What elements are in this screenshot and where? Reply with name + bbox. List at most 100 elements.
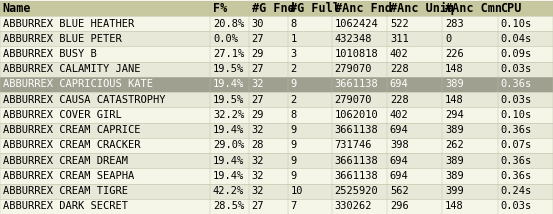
Bar [0, 92, 553, 107]
Text: 7: 7 [290, 201, 296, 211]
Text: 19.5%: 19.5% [213, 95, 244, 105]
Text: 262: 262 [445, 140, 464, 150]
Bar [0, 168, 553, 184]
Text: 9: 9 [290, 140, 296, 150]
Text: 0.04s: 0.04s [500, 34, 532, 44]
Text: 29: 29 [252, 49, 264, 59]
Text: ABBURREX CREAM DREAM: ABBURREX CREAM DREAM [3, 156, 128, 166]
Bar [0, 77, 553, 92]
Text: 148: 148 [445, 64, 464, 74]
Text: ABBURREX BLUE PETER: ABBURREX BLUE PETER [3, 34, 122, 44]
Text: ABBURREX CREAM TIGRE: ABBURREX CREAM TIGRE [3, 186, 128, 196]
Text: 562: 562 [390, 186, 409, 196]
Text: 0.36s: 0.36s [500, 171, 532, 181]
Bar [0, 123, 553, 138]
Text: 1: 1 [290, 34, 296, 44]
Text: 279070: 279070 [335, 64, 372, 74]
Text: 389: 389 [445, 125, 464, 135]
Text: ABBURREX CAUSA CATASTROPHY: ABBURREX CAUSA CATASTROPHY [3, 95, 165, 105]
Bar [0, 199, 553, 214]
Text: 27: 27 [252, 64, 264, 74]
Text: 19.4%: 19.4% [213, 156, 244, 166]
Text: 0.36s: 0.36s [500, 79, 532, 89]
Text: #G Full: #G Full [290, 2, 340, 15]
Text: ABBURREX BUSY B: ABBURREX BUSY B [3, 49, 97, 59]
Text: 0.36s: 0.36s [500, 125, 532, 135]
Text: 0.09s: 0.09s [500, 49, 532, 59]
Text: 19.4%: 19.4% [213, 171, 244, 181]
Text: 283: 283 [445, 19, 464, 28]
Text: 330262: 330262 [335, 201, 372, 211]
Text: 3661138: 3661138 [335, 125, 378, 135]
Text: 0.03s: 0.03s [500, 201, 532, 211]
Bar [0, 184, 553, 199]
Text: 32: 32 [252, 125, 264, 135]
Text: 3661138: 3661138 [335, 156, 378, 166]
Bar [0, 16, 553, 31]
Text: 694: 694 [390, 156, 409, 166]
Text: 28: 28 [252, 140, 264, 150]
Text: 148: 148 [445, 95, 464, 105]
Text: 228: 228 [390, 95, 409, 105]
Text: F%: F% [213, 2, 227, 15]
Text: 27: 27 [252, 34, 264, 44]
Text: 389: 389 [445, 156, 464, 166]
Text: 228: 228 [390, 64, 409, 74]
Text: ABBURREX BLUE HEATHER: ABBURREX BLUE HEATHER [3, 19, 134, 28]
Bar [0, 62, 553, 77]
Text: 0.36s: 0.36s [500, 156, 532, 166]
Text: 30: 30 [252, 19, 264, 28]
Bar [0, 46, 553, 62]
Text: 32: 32 [252, 79, 264, 89]
Text: 0.10s: 0.10s [500, 19, 532, 28]
Text: 27.1%: 27.1% [213, 49, 244, 59]
Text: 731746: 731746 [335, 140, 372, 150]
Text: 694: 694 [390, 79, 409, 89]
Text: 0.03s: 0.03s [500, 64, 532, 74]
Text: 32: 32 [252, 156, 264, 166]
Text: 279070: 279070 [335, 95, 372, 105]
Text: 3661138: 3661138 [335, 79, 378, 89]
Text: 8: 8 [290, 19, 296, 28]
Text: 296: 296 [390, 201, 409, 211]
Text: 42.2%: 42.2% [213, 186, 244, 196]
Text: 226: 226 [445, 49, 464, 59]
Text: 402: 402 [390, 49, 409, 59]
Text: ABBURREX DARK SECRET: ABBURREX DARK SECRET [3, 201, 128, 211]
Text: 2525920: 2525920 [335, 186, 378, 196]
Text: 1062424: 1062424 [335, 19, 378, 28]
Text: #G Fnd: #G Fnd [252, 2, 294, 15]
Bar [0, 1, 553, 16]
Text: CPU: CPU [500, 2, 522, 15]
Text: 399: 399 [445, 186, 464, 196]
Text: 0.0%: 0.0% [213, 34, 238, 44]
Text: 32: 32 [252, 171, 264, 181]
Text: 311: 311 [390, 34, 409, 44]
Text: 3661138: 3661138 [335, 171, 378, 181]
Text: 1062010: 1062010 [335, 110, 378, 120]
Text: 29.0%: 29.0% [213, 140, 244, 150]
Text: 3: 3 [290, 49, 296, 59]
Text: ABBURREX CAPRICIOUS KATE: ABBURREX CAPRICIOUS KATE [3, 79, 153, 89]
Text: #Anc Cmn: #Anc Cmn [445, 2, 502, 15]
Text: 398: 398 [390, 140, 409, 150]
Text: 19.4%: 19.4% [213, 79, 244, 89]
Text: 402: 402 [390, 110, 409, 120]
Text: 19.4%: 19.4% [213, 125, 244, 135]
Text: 2: 2 [290, 64, 296, 74]
Bar [0, 31, 553, 46]
Text: 32: 32 [252, 186, 264, 196]
Bar [0, 107, 553, 123]
Text: 0.07s: 0.07s [500, 140, 532, 150]
Text: 2: 2 [290, 95, 296, 105]
Text: 294: 294 [445, 110, 464, 120]
Text: #Anc Uniq: #Anc Uniq [390, 2, 454, 15]
Text: ABBURREX CALAMITY JANE: ABBURREX CALAMITY JANE [3, 64, 140, 74]
Text: #Anc Fnd: #Anc Fnd [335, 2, 392, 15]
Bar [0, 138, 553, 153]
Text: 9: 9 [290, 125, 296, 135]
Text: 28.5%: 28.5% [213, 201, 244, 211]
Text: 1010818: 1010818 [335, 49, 378, 59]
Text: 522: 522 [390, 19, 409, 28]
Text: ABBURREX CREAM CAPRICE: ABBURREX CREAM CAPRICE [3, 125, 140, 135]
